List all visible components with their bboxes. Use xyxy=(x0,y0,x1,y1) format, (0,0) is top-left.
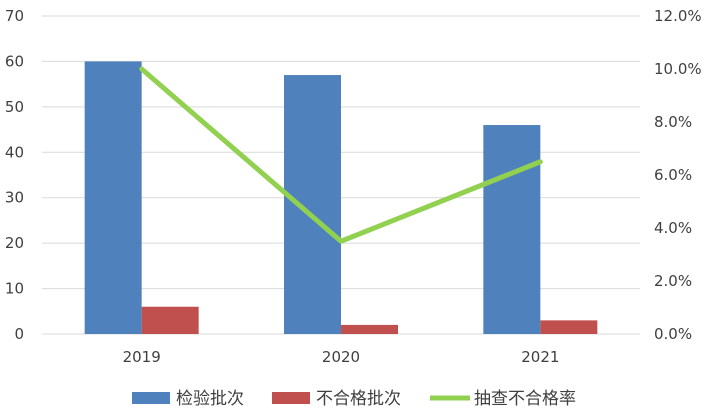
x-tick-label: 2020 xyxy=(322,348,360,366)
x-axis-ticks: 2019 2020 2021 xyxy=(123,348,560,366)
right-tick-label: 0.0% xyxy=(654,325,692,343)
right-tick-label: 8.0% xyxy=(654,113,692,131)
left-tick-label: 0 xyxy=(14,325,24,343)
right-tick-label: 2.0% xyxy=(654,272,692,290)
bar-failed-2021 xyxy=(540,320,598,334)
right-tick-label: 10.0% xyxy=(654,60,702,78)
x-tick-label: 2021 xyxy=(521,348,559,366)
legend: 检验批次 不合格批次 抽查不合格率 xyxy=(132,389,576,409)
left-tick-label: 70 xyxy=(5,7,24,25)
rate-line xyxy=(139,66,543,244)
right-tick-label: 6.0% xyxy=(654,166,692,184)
left-tick-label: 30 xyxy=(5,189,24,207)
legend-swatch-inspected xyxy=(132,392,170,404)
right-tick-label: 4.0% xyxy=(654,219,692,237)
left-tick-label: 60 xyxy=(5,52,24,70)
bar-failed-2019 xyxy=(141,306,199,334)
bar-failed-2020 xyxy=(341,324,398,334)
bar-inspected-2019 xyxy=(84,61,142,335)
legend-label: 抽查不合格率 xyxy=(474,389,576,409)
left-tick-label: 50 xyxy=(5,98,24,116)
bars xyxy=(84,61,598,335)
left-tick-label: 20 xyxy=(5,234,24,252)
legend-label: 不合格批次 xyxy=(316,389,401,409)
left-tick-label: 10 xyxy=(5,280,24,298)
legend-swatch-failed xyxy=(272,392,310,404)
legend-label: 检验批次 xyxy=(176,389,244,409)
bar-inspected-2020 xyxy=(284,75,341,335)
right-tick-label: 12.0% xyxy=(654,7,702,25)
bar-inspected-2021 xyxy=(483,125,541,335)
right-axis-ticks: 0.0% 2.0% 4.0% 6.0% 8.0% 10.0% 12.0% xyxy=(654,7,702,343)
x-tick-label: 2019 xyxy=(123,348,161,366)
left-tick-label: 40 xyxy=(5,143,24,161)
left-axis-ticks: 0 10 20 30 40 50 60 70 xyxy=(5,7,24,343)
